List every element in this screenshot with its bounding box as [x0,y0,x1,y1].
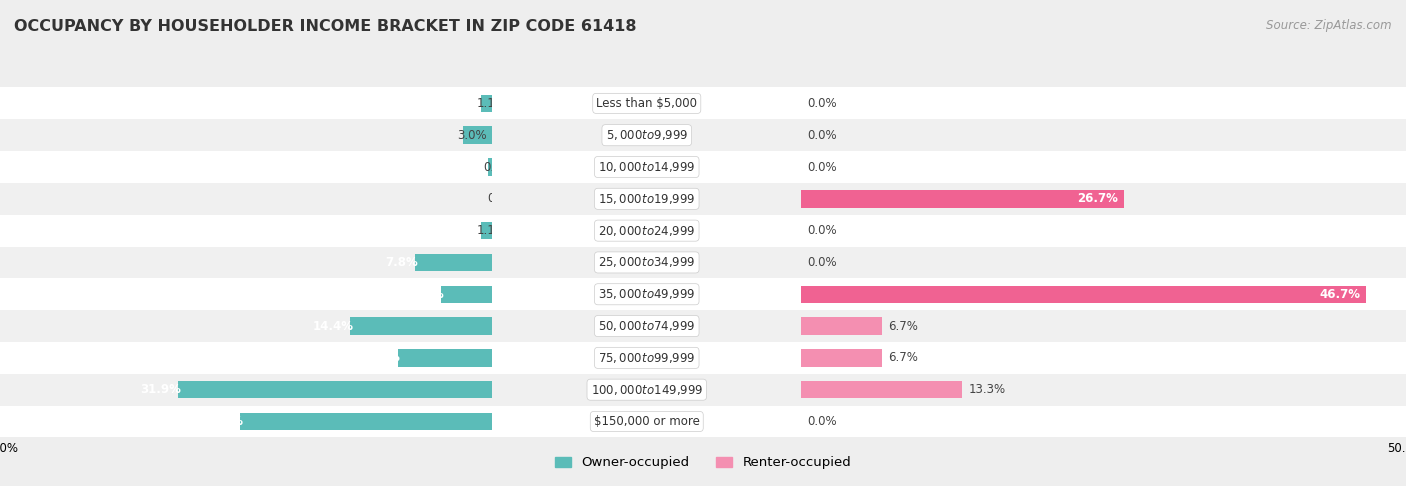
Text: 1.1%: 1.1% [477,97,506,110]
Bar [0,406,492,437]
Bar [801,183,1406,215]
Bar [492,87,801,119]
Bar [240,413,492,430]
Bar [492,151,801,183]
Text: 0.0%: 0.0% [488,192,517,205]
Bar [492,342,801,374]
Text: 1.1%: 1.1% [477,224,506,237]
Text: 13.3%: 13.3% [969,383,1005,396]
Bar [801,119,1406,151]
Text: OCCUPANCY BY HOUSEHOLDER INCOME BRACKET IN ZIP CODE 61418: OCCUPANCY BY HOUSEHOLDER INCOME BRACKET … [14,19,637,35]
Text: $150,000 or more: $150,000 or more [593,415,700,428]
Bar [0,87,492,119]
Text: 26.7%: 26.7% [1077,192,1118,205]
Bar [0,246,492,278]
Bar [415,254,492,271]
Bar [0,278,492,310]
Bar [492,215,801,246]
Bar [801,190,1125,208]
Bar [801,246,1406,278]
Text: $35,000 to $49,999: $35,000 to $49,999 [598,287,696,301]
Bar [488,158,492,176]
Text: 31.9%: 31.9% [141,383,181,396]
Bar [801,342,1406,374]
Text: 0.0%: 0.0% [807,160,837,174]
Bar [801,151,1406,183]
Text: 0.0%: 0.0% [807,256,837,269]
Bar [0,119,492,151]
Bar [441,285,492,303]
Bar [801,278,1406,310]
Bar [801,310,1406,342]
Bar [0,310,492,342]
Bar [801,317,883,335]
Text: $25,000 to $34,999: $25,000 to $34,999 [598,256,696,269]
Text: 6.7%: 6.7% [889,320,918,332]
Bar [801,285,1367,303]
Text: $100,000 to $149,999: $100,000 to $149,999 [591,382,703,397]
Text: $10,000 to $14,999: $10,000 to $14,999 [598,160,696,174]
Bar [0,151,492,183]
Bar [492,374,801,406]
Text: 46.7%: 46.7% [1319,288,1360,301]
Bar [801,215,1406,246]
Text: $5,000 to $9,999: $5,000 to $9,999 [606,128,688,142]
Bar [492,246,801,278]
Text: Less than $5,000: Less than $5,000 [596,97,697,110]
Bar [801,349,883,366]
Bar [801,381,962,399]
Text: 9.6%: 9.6% [368,351,401,364]
Bar [492,183,801,215]
Text: 0.37%: 0.37% [484,160,520,174]
Bar [492,310,801,342]
Bar [801,87,1406,119]
Text: $50,000 to $74,999: $50,000 to $74,999 [598,319,696,333]
Text: $15,000 to $19,999: $15,000 to $19,999 [598,192,696,206]
Bar [492,119,801,151]
Text: 5.2%: 5.2% [411,288,444,301]
Bar [0,215,492,246]
Bar [481,222,492,240]
Bar [0,374,492,406]
Bar [492,406,801,437]
Bar [492,278,801,310]
Bar [801,374,1406,406]
Bar [463,126,492,144]
Text: Source: ZipAtlas.com: Source: ZipAtlas.com [1267,19,1392,33]
Bar [179,381,492,399]
Text: 3.0%: 3.0% [458,129,488,142]
Text: 25.6%: 25.6% [202,415,243,428]
Text: 6.7%: 6.7% [889,351,918,364]
Text: 0.0%: 0.0% [807,415,837,428]
Text: 0.0%: 0.0% [807,97,837,110]
Text: $75,000 to $99,999: $75,000 to $99,999 [598,351,696,365]
Legend: Owner-occupied, Renter-occupied: Owner-occupied, Renter-occupied [550,451,856,474]
Text: 7.8%: 7.8% [385,256,419,269]
Bar [801,406,1406,437]
Bar [398,349,492,366]
Text: $20,000 to $24,999: $20,000 to $24,999 [598,224,696,238]
Text: 0.0%: 0.0% [807,129,837,142]
Text: 0.0%: 0.0% [807,224,837,237]
Bar [481,95,492,112]
Bar [0,183,492,215]
Bar [0,342,492,374]
Text: 14.4%: 14.4% [312,320,353,332]
Bar [350,317,492,335]
